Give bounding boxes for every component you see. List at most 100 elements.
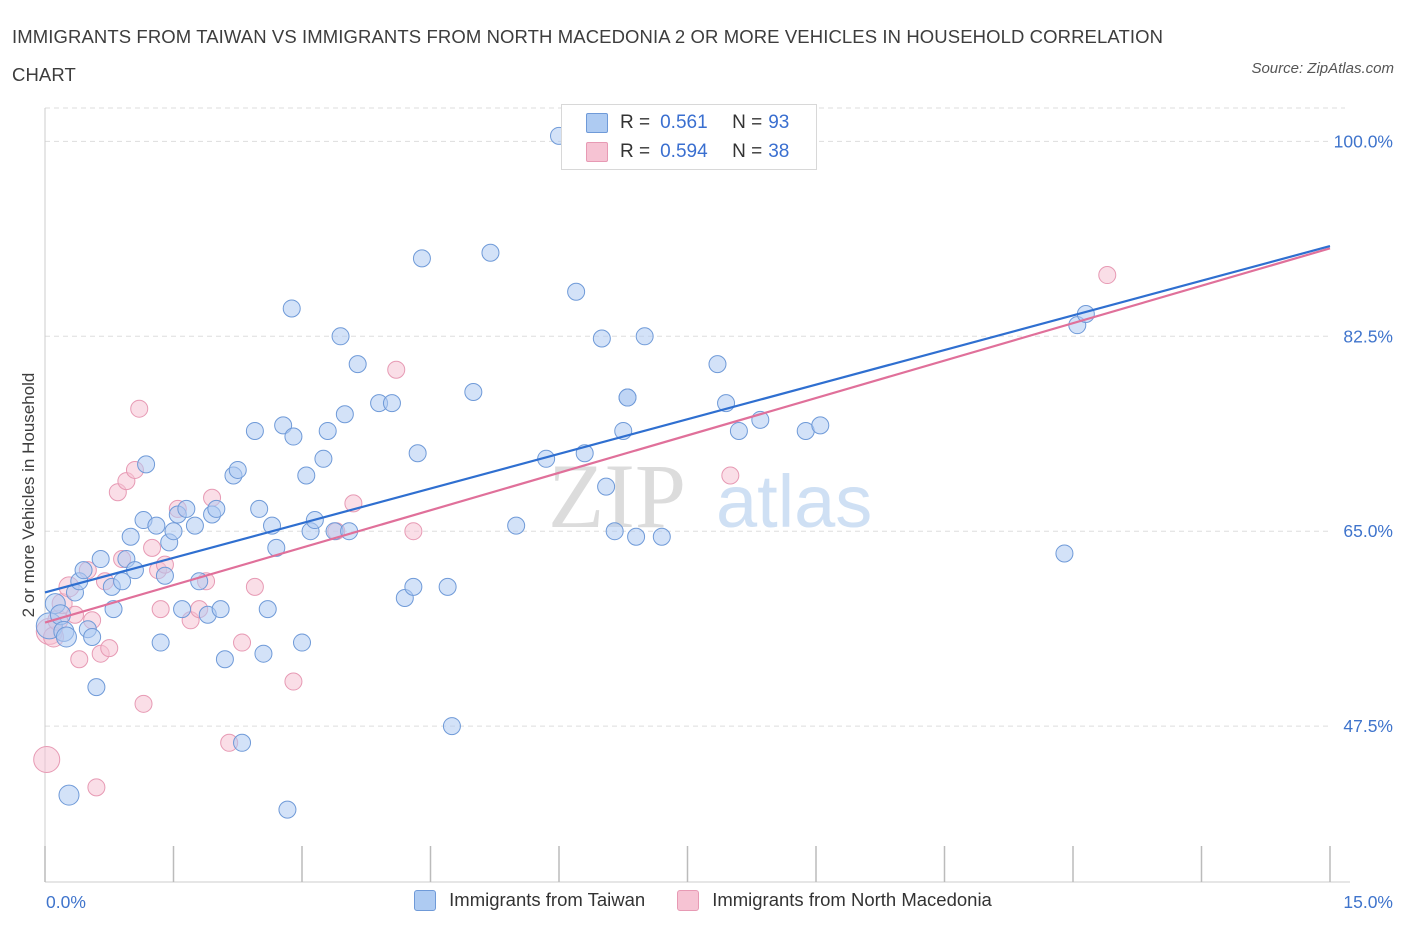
data-point-taiwan bbox=[250, 499, 269, 518]
data-point-north-macedonia bbox=[245, 577, 264, 596]
legend-swatch-north-macedonia bbox=[677, 889, 700, 911]
data-point-north-macedonia bbox=[143, 538, 162, 557]
data-point-taiwan bbox=[137, 455, 156, 474]
legend-n-value: 93 bbox=[768, 112, 790, 133]
x-tick-label-max: 15.0% bbox=[1343, 892, 1393, 912]
data-point-north-macedonia bbox=[233, 633, 252, 652]
y-tick-label: 47.5% bbox=[1343, 716, 1393, 736]
data-point-taiwan bbox=[55, 626, 77, 648]
data-point-north-macedonia bbox=[33, 745, 61, 773]
data-point-north-macedonia bbox=[151, 600, 170, 619]
watermark: ZIP atlas bbox=[548, 445, 872, 547]
data-point-taiwan bbox=[1055, 544, 1074, 563]
data-point-taiwan bbox=[121, 527, 140, 546]
data-point-taiwan bbox=[635, 327, 654, 346]
data-point-taiwan bbox=[58, 784, 80, 806]
legend-n-label: N = bbox=[732, 112, 763, 133]
data-point-north-macedonia bbox=[130, 399, 149, 418]
legend-label-north-macedonia: Immigrants from North Macedonia bbox=[712, 889, 992, 910]
data-point-taiwan bbox=[151, 633, 170, 652]
data-point-north-macedonia bbox=[134, 694, 153, 713]
data-point-taiwan bbox=[652, 527, 671, 546]
trend-line-taiwan bbox=[44, 245, 1331, 594]
data-point-taiwan bbox=[91, 550, 110, 569]
data-point-taiwan bbox=[207, 499, 226, 518]
data-point-taiwan bbox=[74, 561, 93, 580]
data-point-taiwan bbox=[318, 421, 337, 440]
data-point-taiwan bbox=[274, 416, 293, 435]
legend-label-taiwan: Immigrants from Taiwan bbox=[449, 889, 646, 910]
axes bbox=[44, 108, 1350, 883]
tick-labels: 47.5% 65.0% 82.5% 100.0% 0.0% 15.0% bbox=[46, 131, 1393, 912]
data-point-taiwan bbox=[293, 633, 311, 652]
data-point-taiwan bbox=[438, 577, 457, 596]
data-point-taiwan bbox=[228, 460, 247, 479]
data-point-taiwan bbox=[627, 527, 646, 546]
data-point-north-macedonia bbox=[87, 778, 106, 797]
data-point-taiwan bbox=[297, 466, 316, 485]
data-point-taiwan bbox=[83, 627, 102, 646]
series-legend: Immigrants from Taiwan Immigrants from N… bbox=[0, 889, 1406, 911]
legend-r-label: R = bbox=[620, 141, 651, 162]
data-point-taiwan bbox=[567, 282, 586, 301]
data-point-taiwan bbox=[211, 600, 230, 619]
data-point-taiwan bbox=[233, 733, 252, 752]
data-point-taiwan bbox=[442, 717, 461, 736]
data-point-north-macedonia bbox=[284, 672, 303, 691]
data-point-taiwan bbox=[597, 477, 616, 496]
legend-r-label: R = bbox=[620, 112, 651, 133]
data-point-taiwan bbox=[382, 394, 401, 413]
data-point-taiwan bbox=[177, 499, 196, 518]
data-point-taiwan bbox=[147, 516, 166, 535]
data-point-north-macedonia bbox=[721, 466, 740, 485]
legend-row-north-macedonia: R = 0.594 N = 38 bbox=[586, 140, 789, 164]
data-point-taiwan bbox=[254, 644, 273, 663]
data-point-taiwan bbox=[331, 327, 350, 346]
chart-title: IMMIGRANTS FROM TAIWAN VS IMMIGRANTS FRO… bbox=[12, 26, 1164, 85]
data-point-taiwan bbox=[464, 382, 483, 401]
legend-r-value: 0.594 bbox=[660, 141, 708, 162]
legend-swatch-taiwan bbox=[586, 113, 608, 133]
data-point-taiwan bbox=[155, 566, 174, 585]
data-point-north-macedonia bbox=[1098, 266, 1117, 285]
data-point-taiwan bbox=[164, 522, 183, 541]
legend-swatch-taiwan bbox=[414, 889, 437, 911]
trend-lines bbox=[44, 245, 1331, 624]
legend-item-taiwan: Immigrants from Taiwan bbox=[414, 889, 645, 911]
x-tick-label-min: 0.0% bbox=[46, 892, 86, 912]
legend-item-north-macedonia: Immigrants from North Macedonia bbox=[677, 889, 992, 911]
correlation-legend: R = 0.561 N = 93 R = 0.594 N = 38 bbox=[561, 104, 817, 170]
data-point-taiwan bbox=[173, 600, 192, 619]
trend-line-north-macedonia bbox=[44, 247, 1331, 624]
data-point-taiwan bbox=[245, 421, 264, 440]
y-tick-label: 65.0% bbox=[1343, 521, 1393, 541]
data-point-north-macedonia bbox=[404, 522, 423, 541]
source-label: Source: ZipAtlas.com bbox=[1251, 60, 1394, 77]
data-point-taiwan bbox=[404, 577, 423, 596]
data-point-taiwan bbox=[284, 427, 303, 446]
legend-swatch-north-macedonia bbox=[586, 142, 608, 162]
data-point-taiwan bbox=[348, 355, 367, 374]
data-point-north-macedonia bbox=[70, 650, 89, 669]
legend-n-label: N = bbox=[732, 141, 763, 162]
data-point-taiwan bbox=[282, 299, 301, 318]
data-point-taiwan bbox=[618, 388, 637, 407]
series-taiwan bbox=[35, 126, 1095, 819]
data-point-taiwan bbox=[412, 249, 431, 268]
data-point-taiwan bbox=[481, 243, 500, 262]
data-point-taiwan bbox=[87, 678, 106, 697]
data-point-taiwan bbox=[278, 800, 297, 819]
data-point-taiwan bbox=[258, 600, 277, 619]
data-point-taiwan bbox=[507, 516, 526, 535]
data-point-taiwan bbox=[811, 416, 830, 435]
y-tick-label: 100.0% bbox=[1334, 131, 1393, 151]
data-point-taiwan bbox=[708, 355, 727, 374]
data-point-taiwan bbox=[335, 405, 354, 424]
legend-n-value: 38 bbox=[768, 141, 790, 162]
data-point-taiwan bbox=[113, 572, 132, 591]
data-point-north-macedonia bbox=[100, 639, 119, 658]
data-point-taiwan bbox=[592, 329, 611, 348]
y-tick-label: 82.5% bbox=[1343, 326, 1393, 346]
data-point-taiwan bbox=[314, 449, 333, 468]
